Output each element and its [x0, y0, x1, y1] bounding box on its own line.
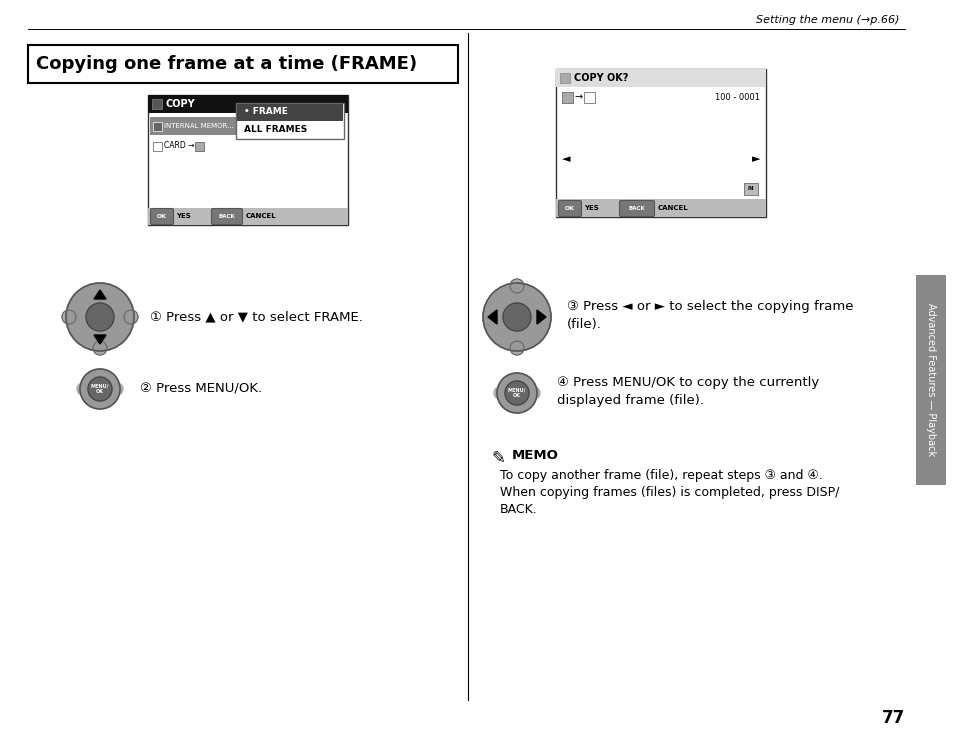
- Text: Advanced Features — Playback: Advanced Features — Playback: [925, 304, 935, 457]
- Circle shape: [510, 279, 523, 293]
- Polygon shape: [94, 290, 106, 299]
- Bar: [148, 208, 348, 225]
- Bar: [152, 99, 162, 109]
- Text: ✎: ✎: [492, 449, 505, 467]
- Bar: [559, 73, 569, 83]
- Polygon shape: [488, 310, 497, 324]
- Bar: [556, 69, 765, 217]
- Text: When copying frames (files) is completed, press DISP/: When copying frames (files) is completed…: [499, 486, 839, 499]
- Circle shape: [494, 387, 505, 399]
- Text: To copy another frame (file), repeat steps ③ and ④.: To copy another frame (file), repeat ste…: [499, 469, 821, 482]
- Text: YES: YES: [583, 205, 598, 211]
- Circle shape: [497, 373, 537, 413]
- Text: OK: OK: [157, 214, 167, 219]
- Bar: [561, 92, 573, 103]
- Text: BACK.: BACK.: [499, 503, 537, 516]
- Text: BACK: BACK: [628, 206, 644, 211]
- Text: MENU/: MENU/: [507, 387, 526, 393]
- Text: ② Press MENU/OK.: ② Press MENU/OK.: [140, 383, 262, 396]
- Circle shape: [86, 303, 113, 331]
- Text: MEMO: MEMO: [512, 449, 558, 462]
- Circle shape: [62, 310, 76, 324]
- Text: displayed frame (file).: displayed frame (file).: [557, 395, 703, 408]
- Text: MENU/: MENU/: [91, 384, 109, 389]
- Text: →: →: [575, 92, 582, 102]
- Text: COPY: COPY: [166, 99, 195, 109]
- Bar: [556, 199, 765, 217]
- Bar: [150, 117, 235, 135]
- Bar: [236, 104, 343, 121]
- FancyBboxPatch shape: [212, 208, 242, 224]
- Text: ④ Press MENU/OK to copy the currently: ④ Press MENU/OK to copy the currently: [557, 377, 819, 390]
- Polygon shape: [94, 335, 106, 344]
- Circle shape: [504, 381, 529, 405]
- Circle shape: [124, 310, 138, 324]
- Circle shape: [502, 303, 531, 331]
- Text: Setting the menu (→p.66): Setting the menu (→p.66): [756, 15, 899, 25]
- Text: BACK: BACK: [218, 214, 235, 219]
- Bar: [28, 45, 457, 83]
- Circle shape: [88, 377, 112, 401]
- Circle shape: [111, 383, 123, 395]
- Bar: [556, 69, 765, 87]
- Text: ③ Press ◄ or ► to select the copying frame: ③ Press ◄ or ► to select the copying fra…: [566, 300, 853, 313]
- Bar: [152, 142, 162, 151]
- Text: COPY OK?: COPY OK?: [574, 73, 628, 83]
- FancyBboxPatch shape: [618, 201, 654, 217]
- Circle shape: [92, 341, 107, 355]
- Text: OK: OK: [513, 393, 520, 399]
- Text: IN: IN: [747, 186, 754, 192]
- Bar: [235, 103, 344, 139]
- Bar: [148, 95, 348, 225]
- Text: ◄: ◄: [561, 154, 570, 164]
- Text: OK: OK: [564, 206, 575, 211]
- Circle shape: [527, 387, 539, 399]
- Text: YES: YES: [175, 214, 191, 220]
- Text: ►: ►: [751, 154, 760, 164]
- FancyBboxPatch shape: [558, 201, 581, 217]
- Text: Copying one frame at a time (FRAME): Copying one frame at a time (FRAME): [36, 55, 416, 73]
- Text: INTERNAL MEMOR...: INTERNAL MEMOR...: [164, 123, 233, 129]
- Text: 100 - 0001: 100 - 0001: [714, 93, 760, 101]
- Text: 77: 77: [881, 709, 904, 727]
- Text: CARD →: CARD →: [164, 141, 194, 150]
- Circle shape: [482, 283, 551, 351]
- Polygon shape: [537, 310, 545, 324]
- Circle shape: [66, 283, 133, 351]
- Circle shape: [77, 383, 89, 395]
- Bar: [152, 122, 162, 131]
- Text: • FRAME: • FRAME: [244, 107, 288, 116]
- Bar: [915, 275, 945, 485]
- Circle shape: [80, 369, 120, 409]
- Text: OK: OK: [96, 390, 104, 395]
- Text: ALL FRAMES: ALL FRAMES: [244, 125, 307, 134]
- Bar: [148, 95, 348, 113]
- Bar: [583, 92, 595, 103]
- Text: CANCEL: CANCEL: [246, 214, 276, 220]
- Bar: [743, 183, 758, 195]
- FancyBboxPatch shape: [151, 208, 173, 224]
- Bar: [194, 142, 204, 151]
- Circle shape: [510, 341, 523, 355]
- Text: ① Press ▲ or ▼ to select FRAME.: ① Press ▲ or ▼ to select FRAME.: [150, 310, 362, 323]
- Text: (file).: (file).: [566, 319, 601, 331]
- Text: CANCEL: CANCEL: [658, 205, 688, 211]
